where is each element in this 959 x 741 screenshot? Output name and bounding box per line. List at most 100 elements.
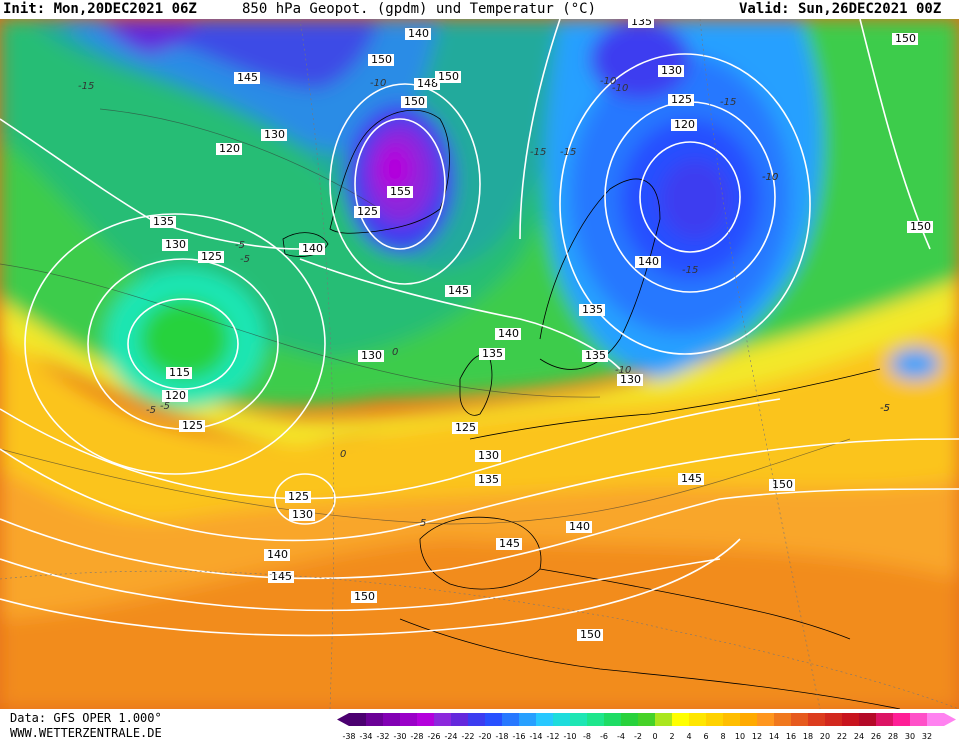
contour-label: 130 bbox=[617, 373, 643, 386]
legend-swatch bbox=[451, 713, 468, 726]
map-title: 850 hPa Geopot. (gpdm) und Temperatur (°… bbox=[242, 1, 597, 17]
init-time: Init: Mon,20DEC2021 06Z bbox=[3, 1, 197, 17]
legend-swatch bbox=[910, 713, 927, 726]
contour-labels: 140 145 150 148 155 150 140 135 130 125 … bbox=[150, 19, 933, 641]
legend-swatch bbox=[366, 713, 383, 726]
svg-text:-15: -15 bbox=[682, 265, 698, 276]
contour-label: 145 bbox=[445, 284, 471, 297]
legend-swatch bbox=[757, 713, 774, 726]
legend-tick-label: -14 bbox=[529, 732, 542, 741]
svg-text:130: 130 bbox=[620, 373, 641, 386]
svg-text:140: 140 bbox=[267, 548, 288, 561]
legend-tick-label: -26 bbox=[427, 732, 440, 741]
legend-tick-label: 26 bbox=[871, 732, 881, 741]
legend-swatch bbox=[859, 713, 876, 726]
contour-label: 150 bbox=[577, 628, 603, 641]
legend-tick-label: 16 bbox=[786, 732, 796, 741]
legend-tick-label: -30 bbox=[393, 732, 406, 741]
contour-label: 120 bbox=[216, 142, 242, 155]
contour-label: 125 bbox=[198, 250, 224, 263]
svg-text:130: 130 bbox=[292, 508, 313, 521]
svg-text:140: 140 bbox=[569, 520, 590, 533]
legend-tick-label: -32 bbox=[376, 732, 389, 741]
svg-text:-10: -10 bbox=[762, 172, 778, 183]
legend-swatch bbox=[604, 713, 621, 726]
contour-label: 135 bbox=[628, 19, 654, 28]
svg-text:-15: -15 bbox=[560, 147, 576, 158]
legend-swatch bbox=[706, 713, 723, 726]
legend-tick-label: -2 bbox=[634, 732, 642, 741]
svg-text:125: 125 bbox=[455, 421, 476, 434]
legend-tick-label: 28 bbox=[888, 732, 898, 741]
svg-text:150: 150 bbox=[371, 53, 392, 66]
legend-swatch bbox=[927, 713, 944, 726]
legend-tick-label: -18 bbox=[495, 732, 508, 741]
legend-tick-label: -34 bbox=[359, 732, 372, 741]
svg-text:-10: -10 bbox=[370, 78, 386, 89]
contour-label: 140 bbox=[299, 242, 325, 255]
iceland-coast bbox=[282, 232, 329, 257]
legend-tick-label: 0 bbox=[652, 732, 657, 741]
contour-label: 150 bbox=[892, 32, 918, 45]
legend-tick-label: 4 bbox=[686, 732, 691, 741]
legend-swatch bbox=[774, 713, 791, 726]
geopotential-contours bbox=[0, 19, 959, 637]
svg-text:145: 145 bbox=[681, 472, 702, 485]
contour-label: 150 bbox=[401, 95, 427, 108]
legend-swatch bbox=[621, 713, 638, 726]
legend-tick-label: 24 bbox=[854, 732, 864, 741]
europe-coast bbox=[469, 368, 881, 440]
legend-swatch bbox=[400, 713, 417, 726]
legend-swatch bbox=[570, 713, 587, 726]
legend-swatch bbox=[723, 713, 740, 726]
contour-label: 140 bbox=[566, 520, 592, 533]
contour-label: 150 bbox=[435, 70, 461, 83]
map-graticule bbox=[0, 19, 959, 709]
contour-label: 130 bbox=[289, 508, 315, 521]
svg-text:0: 0 bbox=[392, 347, 398, 358]
british-isles-coast bbox=[459, 354, 493, 416]
contour-label: 125 bbox=[285, 490, 311, 503]
legend-swatch bbox=[876, 713, 893, 726]
contour-label: 150 bbox=[368, 53, 394, 66]
legend-tick-label: -22 bbox=[461, 732, 474, 741]
legend-tick-label: 12 bbox=[752, 732, 762, 741]
contour-label: 145 bbox=[268, 570, 294, 583]
svg-text:-5: -5 bbox=[146, 405, 156, 416]
svg-text:125: 125 bbox=[671, 93, 692, 106]
svg-text:135: 135 bbox=[153, 215, 174, 228]
svg-text:-15: -15 bbox=[720, 97, 736, 108]
temperature-field bbox=[0, 19, 959, 709]
svg-text:135: 135 bbox=[482, 347, 503, 360]
svg-text:150: 150 bbox=[772, 478, 793, 491]
legend-swatch bbox=[502, 713, 519, 726]
legend-tick-label: 20 bbox=[820, 732, 830, 741]
contour-label: 140 bbox=[635, 255, 661, 268]
website: WWW.WETTERZENTRALE.DE bbox=[10, 726, 162, 740]
temperature-legend: -38 -34 -32 -30 -28 -26 -24 -22 -20 -18 -16 -14 -12-… bbox=[337, 713, 956, 741]
legend-tick-label: -38 bbox=[342, 732, 355, 741]
legend-tick-label: 32 bbox=[922, 732, 932, 741]
svg-text:150: 150 bbox=[354, 590, 375, 603]
mediterranean-coast bbox=[539, 568, 851, 640]
svg-text:135: 135 bbox=[631, 19, 652, 28]
contour-label: 150 bbox=[907, 220, 933, 233]
svg-text:120: 120 bbox=[674, 118, 695, 131]
legend-swatch bbox=[417, 713, 434, 726]
svg-text:140: 140 bbox=[498, 327, 519, 340]
svg-text:145: 145 bbox=[448, 284, 469, 297]
contour-label: 140 bbox=[264, 548, 290, 561]
svg-text:150: 150 bbox=[580, 628, 601, 641]
contour-label: 130 bbox=[261, 128, 287, 141]
header-bar: Init: Mon,20DEC2021 06Z 850 hPa Geopot. … bbox=[0, 0, 959, 19]
legend-swatch bbox=[553, 713, 570, 726]
svg-text:-15: -15 bbox=[530, 147, 546, 158]
svg-text:-10: -10 bbox=[600, 76, 616, 87]
legend-tick-label: -8 bbox=[583, 732, 591, 741]
footer: Data: GFS OPER 1.000° WWW.WETTERZENTRALE… bbox=[0, 709, 959, 741]
svg-text:5: 5 bbox=[420, 518, 426, 529]
contour-label: 135 bbox=[475, 473, 501, 486]
svg-text:130: 130 bbox=[478, 449, 499, 462]
svg-text:135: 135 bbox=[478, 473, 499, 486]
contour-label: 135 bbox=[582, 349, 608, 362]
